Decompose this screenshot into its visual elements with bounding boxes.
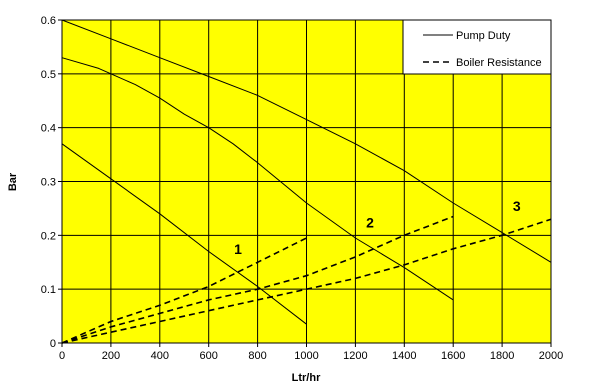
- x-axis-ticks: 0 200 400 600 800 1000 1200 1400 1600 1800 2000: [59, 343, 563, 362]
- x-tick-label: 600: [200, 350, 218, 362]
- x-tick-label: 0: [59, 350, 65, 362]
- x-tick-label: 400: [151, 350, 169, 362]
- legend-box: [402, 19, 552, 75]
- x-tick-label: 2000: [539, 350, 563, 362]
- legend: Pump Duty Boiler Resistance: [402, 19, 552, 75]
- legend-label-boiler-resistance: Boiler Resistance: [456, 57, 542, 69]
- series-line-pump-duty-1: [61, 19, 552, 263]
- x-axis-title: Ltr/hr: [292, 372, 321, 384]
- y-tick-label: 0.5: [41, 69, 56, 81]
- x-tick-label: 1200: [343, 350, 367, 362]
- series-lines: [61, 19, 552, 344]
- y-tick-label: 0.3: [41, 177, 56, 189]
- y-tick-label: 0.6: [41, 15, 56, 27]
- curve-annotation-2: 2: [366, 214, 374, 230]
- series-line-boiler-resistance-6: [61, 218, 552, 344]
- y-tick-label: 0.2: [41, 230, 56, 242]
- x-tick-label: 800: [248, 350, 266, 362]
- y-tick-label: 0.4: [41, 123, 56, 135]
- series-line-boiler-resistance-4: [61, 237, 307, 344]
- series-line-pump-duty-2: [61, 57, 454, 301]
- y-axis-ticks: 0 0.1 0.2 0.3 0.4 0.5 0.6: [41, 15, 62, 350]
- x-tick-label: 1600: [441, 350, 465, 362]
- x-tick-label: 1000: [294, 350, 318, 362]
- curve-annotation-3: 3: [513, 198, 521, 214]
- y-tick-label: 0.1: [41, 284, 56, 296]
- series-line-boiler-resistance-5: [61, 215, 454, 344]
- curve-annotations: 1 2 3: [234, 198, 521, 257]
- y-tick-label: 0: [50, 338, 56, 350]
- y-axis-title: Bar: [7, 172, 19, 191]
- x-tick-label: 1800: [490, 350, 514, 362]
- curve-annotation-1: 1: [234, 241, 242, 257]
- legend-label-pump-duty: Pump Duty: [456, 30, 511, 42]
- series-line-pump-duty-3: [61, 143, 307, 325]
- x-tick-label: 200: [102, 350, 120, 362]
- x-tick-label: 1400: [392, 350, 416, 362]
